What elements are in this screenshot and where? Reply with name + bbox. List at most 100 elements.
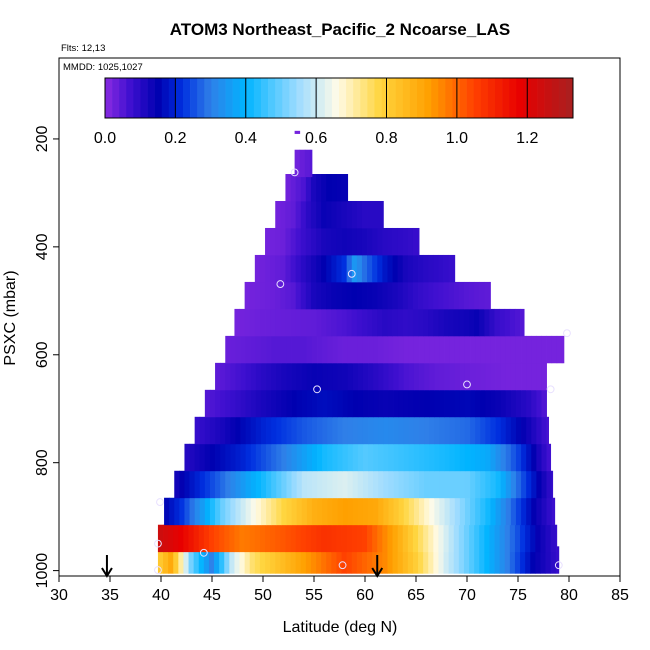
heatmap-cell	[393, 497, 400, 526]
heatmap-cell	[469, 281, 475, 310]
heatmap-cell	[276, 497, 282, 526]
heatmap-cell	[438, 524, 444, 553]
heatmap-cell	[449, 389, 456, 418]
heatmap-cell	[311, 497, 318, 526]
heatmap-cell	[392, 227, 399, 256]
heatmap-cell	[521, 389, 527, 418]
heatmap-cell	[418, 227, 420, 256]
heatmap-cell	[500, 470, 507, 499]
heatmap-cell	[254, 254, 261, 283]
heatmap-cell	[310, 281, 317, 310]
x-tick-label: 80	[560, 587, 578, 604]
heatmap-cell	[509, 308, 516, 337]
colorbar-segment	[119, 78, 127, 118]
heatmap-cell	[316, 200, 322, 229]
colorbar-segment	[438, 78, 446, 118]
heatmap-cell	[250, 389, 257, 418]
heatmap-cell	[464, 470, 471, 499]
colorbar-segment	[225, 78, 233, 118]
heatmap-cell	[494, 546, 501, 574]
colorbar-segment	[289, 78, 297, 118]
heatmap-cell	[322, 443, 328, 472]
heatmap-cell	[545, 546, 552, 574]
heatmap-cell	[526, 416, 532, 445]
heatmap-cell	[470, 443, 476, 472]
heatmap-cell	[377, 281, 383, 310]
colorbar-segment	[140, 78, 148, 118]
colorbar-segment	[296, 78, 304, 118]
heatmap-cell	[438, 546, 444, 574]
heatmap-cell	[373, 497, 379, 526]
heatmap-cell	[382, 227, 388, 256]
heatmap-cell	[280, 254, 286, 283]
heatmap-cell	[305, 200, 312, 229]
heatmap-cell	[463, 281, 470, 310]
heatmap-cell	[480, 443, 486, 472]
heatmap-cell	[398, 335, 405, 364]
heatmap-cell	[475, 497, 481, 526]
heatmap-cell	[463, 546, 470, 574]
colorbar-segment	[126, 78, 134, 118]
heatmap-cell	[234, 308, 240, 337]
heatmap-cell	[526, 389, 532, 418]
heatmap-cell	[412, 227, 419, 256]
heatmap-cell	[387, 524, 393, 553]
heatmap-cell	[341, 308, 348, 337]
heatmap-cell	[230, 389, 236, 418]
heatmap-cell	[357, 362, 364, 391]
heatmap-cell	[331, 254, 337, 283]
heatmap-cell	[459, 416, 466, 445]
heatmap-cell	[271, 389, 277, 418]
heatmap-cell	[418, 254, 424, 283]
heatmap-cell	[260, 335, 267, 364]
colorbar-tick-label: 1.2	[516, 130, 538, 147]
heatmap-cell	[407, 254, 414, 283]
heatmap-cell	[459, 443, 466, 472]
heatmap-cell	[341, 254, 348, 283]
heatmap-cell	[459, 497, 466, 526]
heatmap-cell	[356, 200, 363, 229]
heatmap-cell	[546, 497, 553, 526]
colorbar-segment	[360, 78, 368, 118]
heatmap-cell	[494, 524, 501, 553]
heatmap-cell	[235, 389, 241, 418]
heatmap-cell	[439, 362, 445, 391]
heatmap-cell	[220, 416, 226, 445]
colorbar-segment	[112, 78, 120, 118]
heatmap-cell	[362, 362, 369, 391]
heatmap-cell	[408, 389, 415, 418]
plot-frame	[58, 57, 621, 577]
heatmap-cell	[351, 281, 358, 310]
heatmap-cell	[199, 416, 206, 445]
heatmap-cell	[520, 524, 526, 553]
heatmap-cell	[480, 497, 486, 526]
heatmap-cell	[515, 443, 522, 472]
heatmap-cell	[413, 470, 420, 499]
heatmap-cell	[255, 416, 262, 445]
heatmap-cell	[310, 524, 317, 553]
heatmap-cell	[275, 524, 281, 553]
heatmap-cell	[178, 546, 184, 574]
heatmap-cell	[305, 524, 312, 553]
heatmap-cell	[398, 443, 405, 472]
heatmap-cell	[423, 254, 429, 283]
heatmap-cell	[510, 497, 517, 526]
heatmap-cell	[327, 389, 333, 418]
heatmap-cell	[285, 308, 291, 337]
heatmap-cell	[189, 497, 196, 526]
heatmap-cell	[444, 497, 451, 526]
heatmap-cell	[470, 335, 476, 364]
heatmap-cell	[351, 524, 358, 553]
x-tick-label: 85	[611, 587, 629, 604]
heatmap-cell	[372, 254, 378, 283]
heatmap-cell	[495, 497, 502, 526]
heatmap-cell	[271, 443, 277, 472]
heatmap-cell	[429, 362, 435, 391]
heatmap-cell	[439, 470, 445, 499]
heatmap-cell	[500, 389, 507, 418]
heatmap-cell	[546, 335, 553, 364]
heatmap-cell	[204, 497, 211, 526]
heatmap-cell	[290, 524, 297, 553]
sample-marker	[154, 566, 162, 574]
heatmap-cell	[260, 443, 267, 472]
